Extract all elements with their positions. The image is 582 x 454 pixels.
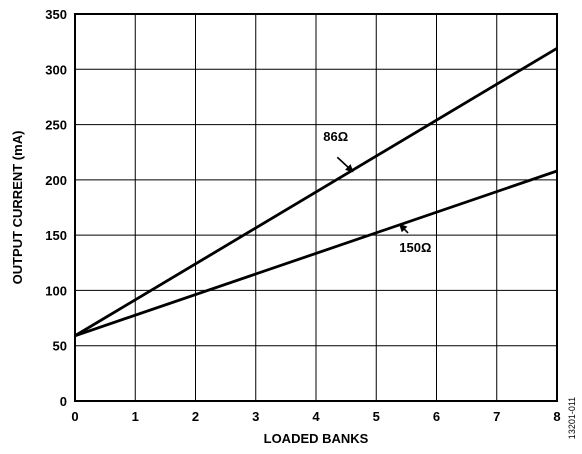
x-tick-label: 8 — [553, 409, 560, 424]
series-line-1 — [74, 169, 558, 338]
x-tick-label: 0 — [71, 409, 78, 424]
y-tick-label: 200 — [45, 173, 67, 188]
x-tick-label: 4 — [312, 409, 320, 424]
x-tick-label: 1 — [132, 409, 139, 424]
y-axis-title: OUTPUT CURRENT (mA) — [10, 131, 25, 285]
annotation-arrow — [398, 223, 409, 234]
y-tick-label: 0 — [60, 394, 67, 409]
figure-id: 13201-011 — [567, 397, 577, 439]
y-tick-label: 50 — [53, 339, 67, 354]
y-tick-label: 350 — [45, 7, 67, 22]
series-line-0 — [74, 47, 558, 337]
x-tick-label: 5 — [373, 409, 380, 424]
grid — [74, 13, 558, 402]
x-tick-label: 3 — [252, 409, 259, 424]
x-tick-label: 6 — [433, 409, 440, 424]
x-tick-label: 7 — [493, 409, 500, 424]
plot-frame — [74, 13, 558, 402]
annotation-label: 86Ω — [323, 129, 348, 144]
x-tick-label: 2 — [192, 409, 199, 424]
annotation-0: 86Ω — [323, 129, 354, 173]
annotation-1: 150Ω — [398, 223, 431, 255]
annotation-label: 150Ω — [399, 240, 431, 255]
annotation-arrow — [336, 156, 354, 173]
y-tick-label: 300 — [45, 62, 67, 77]
annotations: 86Ω 150Ω — [323, 129, 431, 255]
y-tick-label: 250 — [45, 118, 67, 133]
y-tick-label: 150 — [45, 228, 67, 243]
y-tick-labels: 0 50 100 150 200 250 300 350 — [45, 7, 67, 409]
series-lines — [74, 47, 558, 338]
x-tick-labels: 0 1 2 3 4 5 6 7 8 — [71, 409, 560, 424]
x-axis-title: LOADED BANKS — [264, 431, 369, 446]
y-tick-label: 100 — [45, 283, 67, 298]
